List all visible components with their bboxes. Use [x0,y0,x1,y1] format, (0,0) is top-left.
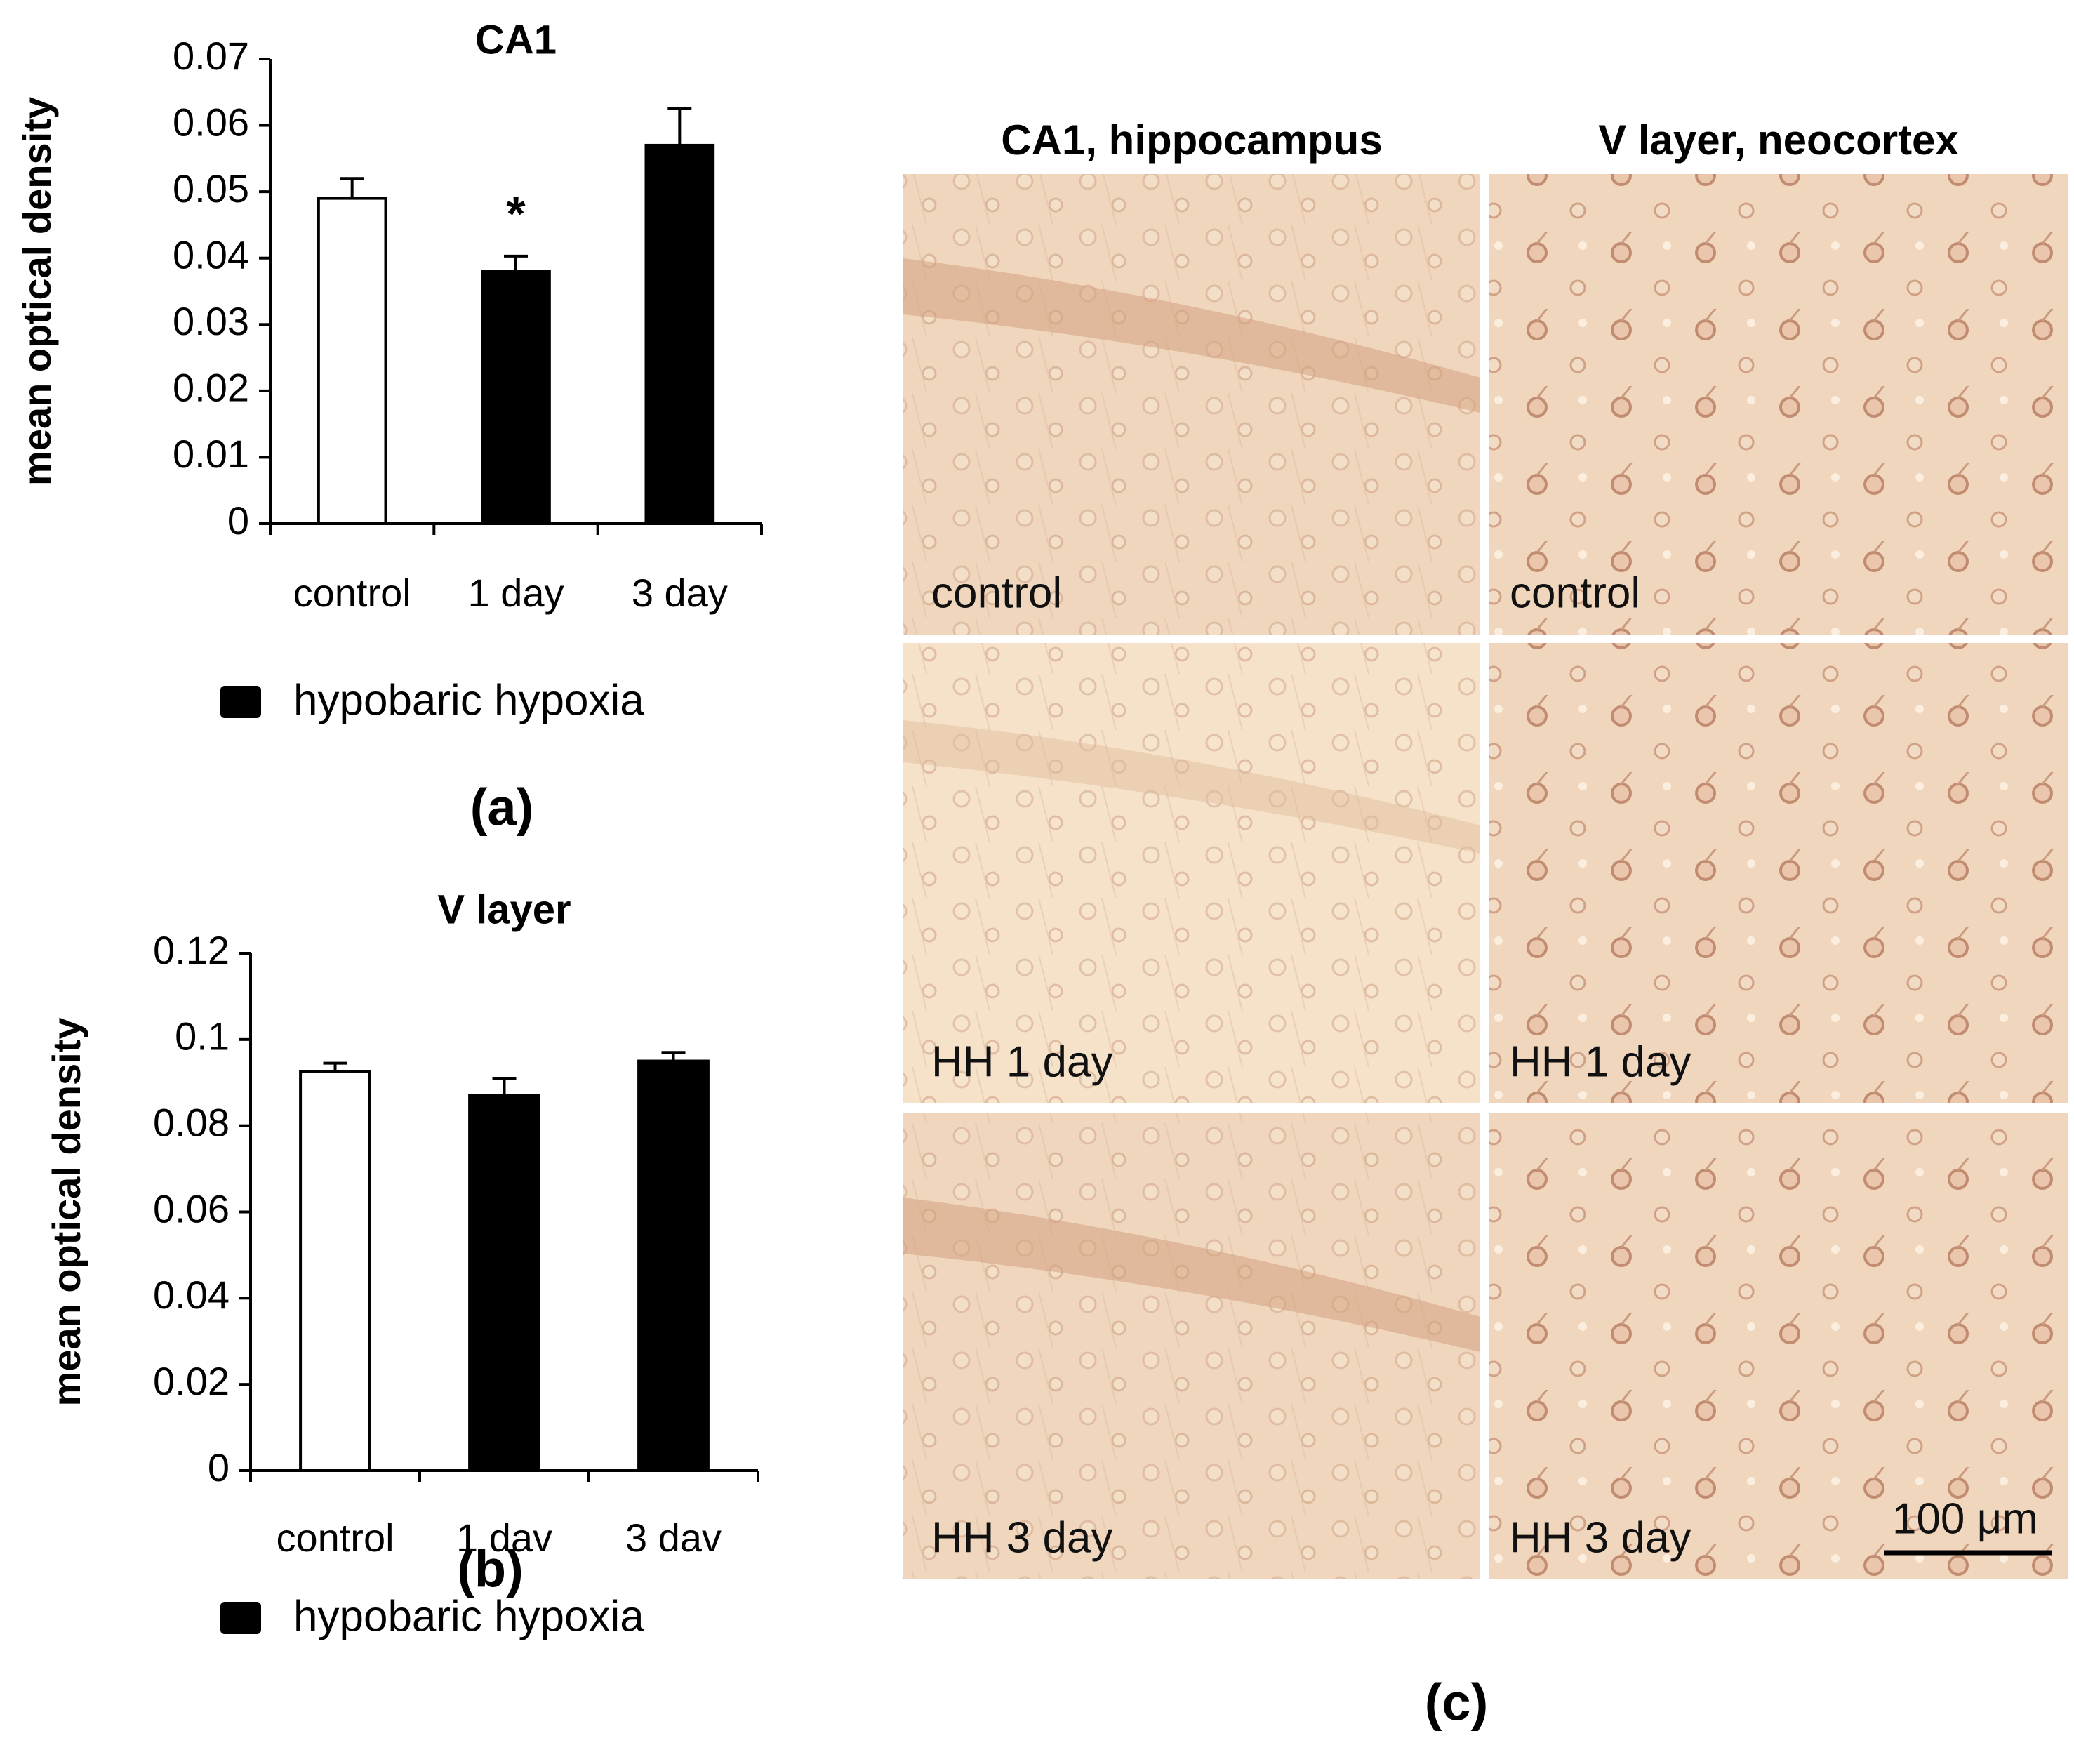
chart-title: CA1 [475,17,557,62]
bar [481,270,551,525]
y-tick-label: 0.1 [175,1014,230,1059]
y-tick-label: 0.06 [153,1186,230,1231]
x-tick-label: 1 dav [456,1516,552,1560]
y-tick-label: 0.02 [173,366,249,410]
bar [317,197,387,525]
micrograph-label: HH 3 day [931,1513,1112,1562]
y-tick-label: 0.04 [173,233,249,277]
legend-label: hypobaric hypoxia [293,1592,644,1640]
bar [637,1059,710,1472]
y-tick-label: 0.07 [173,34,249,78]
column-header: CA1, hippocampus [1001,117,1382,164]
micrograph-texture [1489,643,2068,1103]
bar [299,1070,371,1473]
x-tick-label: control [293,571,411,615]
y-tick-label: 0.08 [153,1100,230,1144]
y-tick-label: 0.05 [173,166,249,211]
panel-label: (a) [470,778,533,837]
y-tick-label: 0.12 [153,928,230,972]
x-tick-label: 1 day [468,571,564,615]
micrograph-label: HH 1 day [931,1037,1112,1086]
scale-bar-label: 100 μm [1892,1494,2038,1543]
y-tick-label: 0.02 [153,1359,230,1403]
bar [468,1094,540,1473]
y-tick-label: 0 [208,1445,230,1490]
y-tick-label: 0 [227,498,249,543]
legend-swatch [220,1602,261,1634]
y-tick-label: 0.03 [173,299,249,343]
x-tick-label: 3 day [632,571,728,615]
pyramidal-layer [903,258,1480,413]
significance-mark: * [506,186,526,241]
y-tick-label: 0.06 [173,100,249,144]
micrograph-texture [1489,1113,2068,1579]
bar [644,143,715,525]
micrograph-label: HH 1 day [1510,1037,1691,1086]
micrograph-label: HH 3 day [1510,1513,1691,1562]
micrograph-texture [903,643,1480,1103]
column-header: V layer, neocortex [1598,117,1959,164]
x-tick-label: 3 dav [625,1516,722,1560]
chart-title: V layer [437,887,571,932]
micrograph-label: control [1510,569,1640,617]
micrograph-label: control [931,569,1062,617]
micrograph-texture [903,1113,1480,1579]
y-tick-label: 0.04 [153,1273,230,1317]
micrograph-panel: CA1, hippocampus V layer, neocortex contro… [903,117,2068,1732]
y-tick-label: 0.01 [173,432,249,476]
panel-label: (b) [457,1540,524,1598]
pyramidal-layer [903,1198,1480,1352]
micrograph-texture [1489,174,2068,635]
micrograph-texture [903,174,1480,635]
y-axis-label: mean optical density [15,97,59,486]
legend-label: hypobaric hypoxia [293,676,644,724]
legend-swatch [220,686,261,718]
x-tick-label: control [276,1516,394,1560]
pyramidal-layer [903,720,1480,854]
panel-label: (c) [1425,1673,1488,1732]
y-axis-label: mean optical density [44,1018,88,1407]
